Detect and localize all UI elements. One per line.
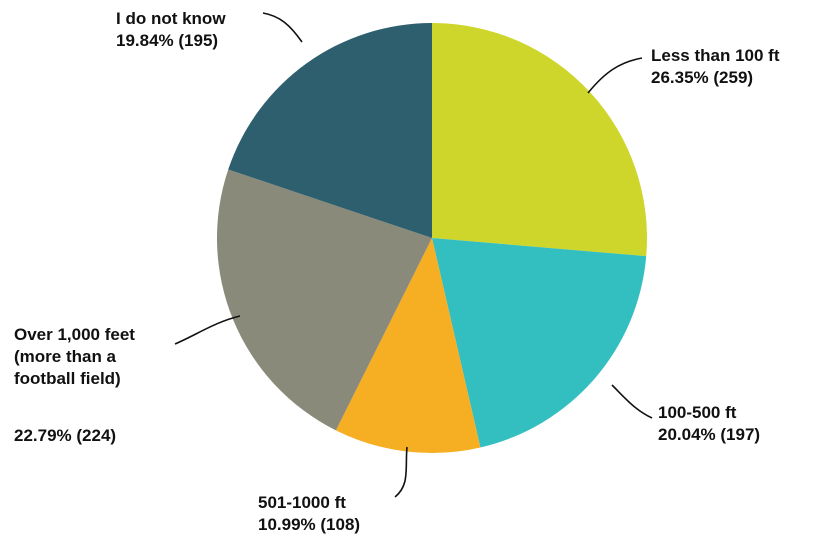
pie-slice-100-500-ft (432, 238, 647, 448)
pie-slice-i-do-not-know (228, 23, 432, 238)
slice-label-line: football field) (14, 369, 121, 388)
slice-label-line: 20.04% (197) (658, 425, 760, 444)
leader-line-over-1-000-feet-more-than-a-football-field (174, 315, 241, 345)
slice-label-line: I do not know (116, 9, 226, 28)
pie-slice-over-1-000-feet-more-than-a-football-field (217, 169, 432, 431)
leader-line-less-than-100-ft (587, 57, 643, 94)
slice-label-less-than-100-ft: Less than 100 ft 26.35% (259) (651, 46, 780, 87)
slice-label-line: Over 1,000 feet (14, 325, 135, 344)
leader-lines-layer (174, 12, 653, 498)
slice-label-line: 10.99% (108) (258, 515, 360, 534)
slice-label-line: (more than a (14, 347, 117, 366)
slice-label-line: 100-500 ft (658, 403, 737, 422)
pie-slice-501-1000-ft (335, 238, 481, 453)
labels-layer: Less than 100 ft 26.35% (259) 100-500 ft 20… (14, 9, 780, 534)
slice-label-i-do-not-know: I do not know 19.84% (195) (116, 9, 226, 50)
slice-label-100-500-ft: 100-500 ft 20.04% (197) (658, 403, 760, 444)
slice-label-line: 26.35% (259) (651, 68, 753, 87)
slices-layer (217, 23, 647, 453)
slice-label-line: 501-1000 ft (258, 493, 346, 512)
leader-line-501-1000-ft (394, 446, 408, 498)
slice-label-over-1-000-feet-more-than-a-football-field: Over 1,000 feet (more than a football fiel… (14, 325, 135, 445)
leader-line-i-do-not-know (262, 12, 303, 43)
pie-slice-less-than-100-ft (432, 23, 647, 257)
slice-label-line: 22.79% (224) (14, 426, 116, 445)
slice-label-line: Less than 100 ft (651, 46, 780, 65)
slice-label-line: 19.84% (195) (116, 31, 218, 50)
slice-label-501-1000-ft: 501-1000 ft 10.99% (108) (258, 493, 360, 534)
leader-line-100-500-ft (611, 384, 653, 419)
